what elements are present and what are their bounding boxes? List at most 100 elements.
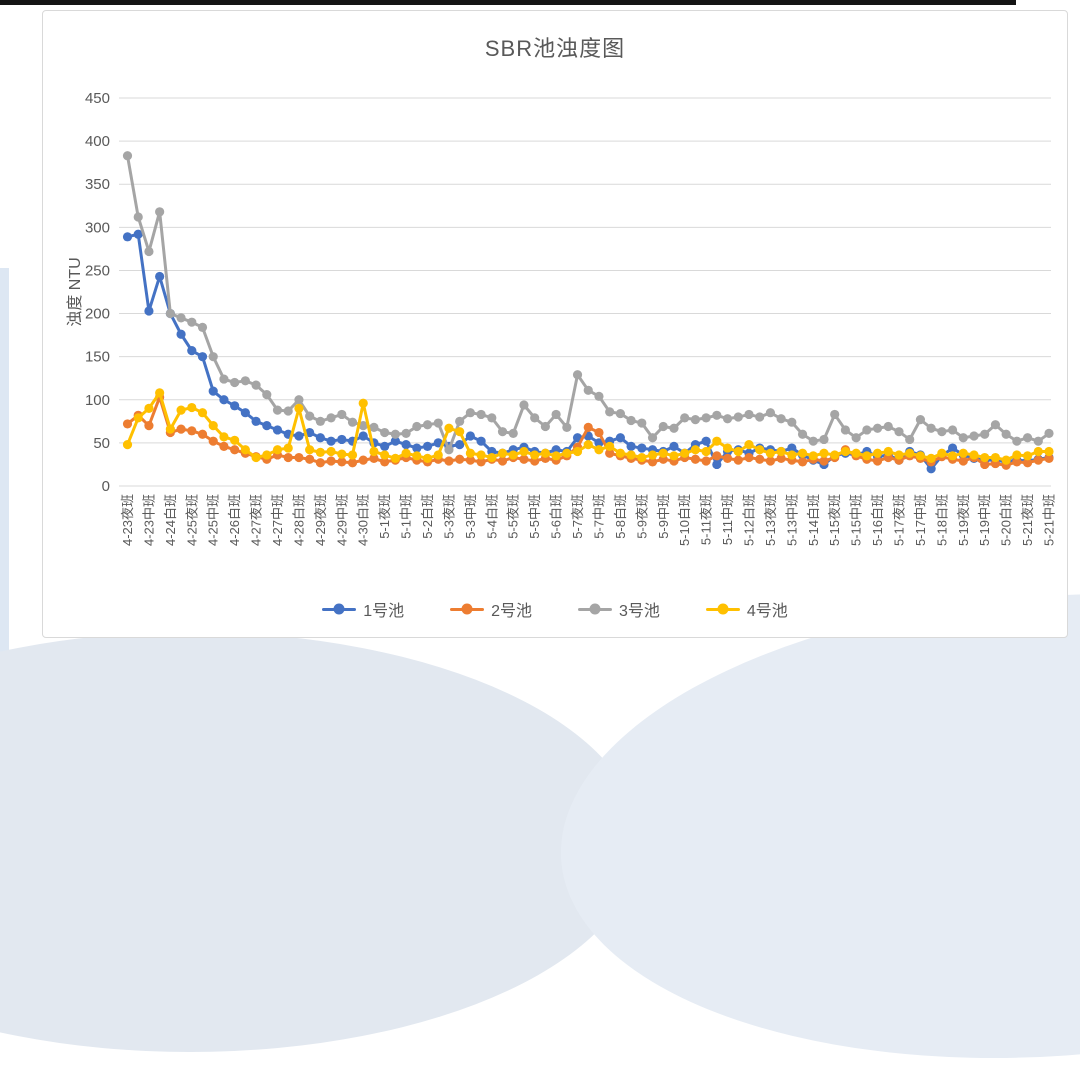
x-tick-label: 4-24白班 (163, 494, 178, 546)
series-marker-pool-2 (358, 455, 368, 465)
series-marker-pool-2 (872, 456, 883, 466)
series-marker-pool-3 (465, 408, 475, 418)
series-marker-pool-4 (808, 451, 818, 461)
y-tick-label: 0 (102, 478, 110, 495)
series-marker-pool-3 (455, 416, 465, 426)
series-marker-pool-1 (712, 459, 722, 470)
series-marker-pool-4 (819, 448, 829, 458)
series-marker-pool-3 (305, 411, 315, 421)
series-marker-pool-3 (562, 422, 572, 432)
series-marker-pool-4 (412, 451, 422, 461)
y-tick-label: 50 (93, 435, 110, 452)
series-marker-pool-3 (947, 425, 958, 435)
series-marker-pool-1 (144, 306, 154, 316)
x-tick-label: 5-19夜班 (956, 494, 971, 546)
series-marker-pool-3 (315, 416, 325, 426)
series-marker-pool-1 (412, 443, 422, 453)
series-marker-pool-3 (776, 414, 786, 424)
series-marker-pool-1 (947, 443, 958, 453)
series-marker-pool-4 (390, 453, 400, 464)
series-marker-pool-1 (422, 441, 433, 451)
series-marker-pool-4 (926, 453, 936, 464)
series-marker-pool-3 (155, 207, 165, 217)
legend-item-pool-1: 1号池 (322, 597, 404, 621)
x-tick-label: 5-21中班 (1042, 494, 1057, 546)
series-marker-pool-4 (369, 446, 379, 457)
series-marker-pool-2 (755, 454, 765, 464)
legend-item-pool-4: 4号池 (705, 597, 788, 621)
x-tick-label: 5-7夜班 (570, 494, 585, 539)
x-tick-label: 4-30白班 (356, 494, 371, 546)
series-marker-pool-4 (894, 450, 904, 460)
series-marker-pool-3 (380, 427, 390, 438)
series-marker-pool-1 (272, 425, 283, 435)
series-marker-pool-1 (337, 434, 347, 445)
series-marker-pool-2 (144, 421, 154, 431)
series-marker-pool-4 (830, 450, 840, 460)
series-marker-pool-4 (615, 448, 625, 458)
x-tick-label: 5-15夜班 (827, 494, 842, 546)
series-marker-pool-4 (862, 451, 872, 461)
series-marker-pool-4 (283, 443, 293, 453)
series-marker-pool-4 (905, 448, 915, 458)
series-marker-pool-1 (176, 329, 186, 339)
series-marker-pool-3 (165, 308, 175, 319)
series-marker-pool-2 (1022, 458, 1033, 468)
chart-title: SBR池浊度图 (484, 36, 626, 61)
series-marker-pool-3 (133, 212, 143, 222)
y-tick-label: 300 (85, 219, 110, 236)
series-marker-pool-3 (401, 428, 411, 439)
series-marker-pool-2 (465, 455, 475, 465)
series-marker-pool-3 (412, 421, 422, 432)
series-marker-pool-2 (208, 436, 218, 446)
background-wave-left (0, 632, 640, 1052)
series-marker-pool-4 (701, 446, 711, 457)
series-marker-pool-3 (926, 423, 936, 433)
series-marker-pool-1 (380, 441, 390, 451)
series-marker-pool-4 (551, 451, 561, 461)
series-marker-pool-3 (915, 415, 926, 425)
series-marker-pool-3 (197, 322, 208, 332)
series-marker-pool-4 (240, 445, 250, 455)
series-marker-pool-3 (122, 151, 133, 161)
series-marker-pool-3 (808, 436, 818, 446)
series-marker-pool-3 (765, 408, 776, 418)
series-marker-pool-2 (765, 456, 776, 466)
series-marker-pool-3 (176, 313, 186, 323)
series-marker-pool-2 (497, 456, 508, 466)
series-marker-pool-1 (787, 443, 797, 453)
series-marker-pool-1 (219, 395, 229, 405)
series-marker-pool-3 (851, 433, 861, 443)
x-tick-label: 5-17夜班 (891, 494, 906, 546)
series-marker-pool-4 (433, 450, 443, 460)
series-marker-pool-2 (733, 455, 743, 465)
x-tick-label: 5-1中班 (399, 494, 414, 539)
series-marker-pool-3 (583, 385, 593, 395)
series-marker-pool-1 (615, 433, 625, 443)
series-marker-pool-4 (380, 450, 390, 460)
series-marker-pool-3 (690, 415, 701, 425)
series-marker-pool-3 (347, 417, 358, 427)
x-tick-label: 4-26白班 (227, 494, 242, 546)
series-marker-pool-3 (958, 433, 968, 443)
series-marker-pool-4 (487, 452, 497, 463)
series-marker-pool-2 (819, 456, 829, 466)
series-marker-pool-3 (626, 415, 636, 426)
series-marker-pool-4 (669, 451, 679, 461)
series-marker-pool-4 (444, 423, 454, 433)
series-marker-pool-3 (894, 427, 904, 437)
series-marker-pool-2 (1012, 457, 1022, 467)
series-marker-pool-3 (476, 409, 486, 420)
series-marker-pool-1 (626, 441, 636, 451)
series-marker-pool-2 (583, 422, 593, 432)
x-tick-label: 5-11中班 (720, 494, 735, 545)
series-marker-pool-4 (497, 448, 508, 458)
series-marker-pool-4 (980, 452, 990, 463)
series-marker-pool-4 (969, 450, 979, 460)
series-marker-pool-3 (669, 423, 679, 433)
series-marker-pool-3 (733, 412, 743, 422)
x-tick-label: 5-9夜班 (634, 494, 649, 539)
x-tick-label: 5-5夜班 (506, 494, 521, 539)
series-marker-pool-1 (187, 346, 197, 356)
series-marker-pool-2 (230, 445, 240, 455)
